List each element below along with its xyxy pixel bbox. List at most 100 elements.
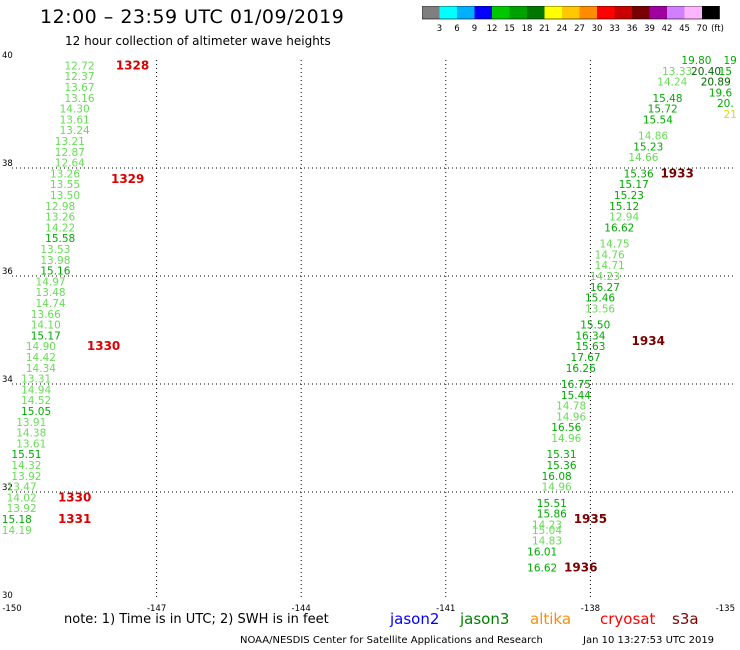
color-swatch [614, 6, 632, 19]
pass-number-label: 1933 [660, 166, 693, 180]
swh-data-point: 15.44 [561, 390, 591, 402]
swh-data-point: 14.30 [60, 104, 90, 116]
timestamp-text: Jan 10 13:27:53 UTC 2019 [583, 635, 715, 646]
swh-data-point: 15.31 [546, 449, 576, 461]
color-swatch [492, 6, 510, 19]
x-tick-label: -138 [581, 604, 600, 614]
swh-data-point: 15.63 [575, 341, 605, 353]
color-scale-unit: (ft) [711, 24, 724, 34]
swh-data-point: 14.23 [590, 271, 620, 283]
color-scale-label: 33 [609, 24, 620, 34]
swh-data-point: 15.36 [624, 168, 654, 180]
swh-data-point: 14.10 [31, 320, 61, 332]
swh-data-point: 16.56 [551, 422, 581, 434]
swh-data-point: 13.16 [64, 93, 94, 105]
swh-data-point: 15.23 [614, 190, 644, 202]
swh-data-point: 13.56 [585, 303, 615, 315]
color-swatch [579, 6, 597, 19]
color-scale-legend: 3 6 9 12 15 18 21 24 27 30 33 36 39 42 45 70 (ft) [422, 6, 724, 34]
x-tick-label: -147 [147, 604, 166, 614]
pass-number-label: 1935 [574, 512, 607, 526]
swh-data-point: 13.50 [50, 190, 80, 202]
color-scale-label: 15 [504, 24, 515, 34]
color-scale-label: 24 [557, 24, 568, 34]
swh-data-point: 15.23 [633, 141, 663, 153]
swh-data-point: 16.08 [542, 471, 572, 483]
swh-data-point: 13.67 [64, 82, 94, 94]
swh-data-point: 15.54 [643, 114, 673, 126]
swh-data-point: 14.75 [599, 239, 629, 251]
swh-data-point: 19 [723, 55, 736, 67]
swh-data-point: 14.76 [595, 249, 625, 261]
color-scale-label: 6 [454, 24, 459, 34]
swh-data-point: 20.89 [701, 77, 731, 89]
swh-data-point: 14.96 [551, 433, 581, 445]
pass-number-label: 1330 [58, 490, 91, 504]
swh-data-point: 19.6 [709, 87, 733, 99]
color-swatch [439, 6, 457, 19]
pass-number-label: 1329 [111, 172, 144, 186]
y-tick-label: 40 [2, 51, 13, 61]
color-swatch [457, 6, 475, 19]
swh-data-point: 14.83 [532, 536, 562, 548]
legend-cryosat: cryosat [600, 610, 656, 628]
swh-data-point: 14.97 [36, 276, 66, 288]
color-swatch [527, 6, 545, 19]
swh-data-point: 15.51 [11, 449, 41, 461]
swh-data-point: 13.47 [7, 482, 37, 494]
swh-data-point: 12.87 [55, 147, 85, 159]
y-tick-label: 38 [2, 159, 13, 169]
swh-data-point: 14.34 [26, 363, 56, 375]
swh-data-point: 19.80 [681, 55, 711, 67]
swh-data-point: 12.64 [55, 158, 85, 170]
swh-data-point: 14.02 [7, 492, 37, 504]
swh-data-point: 13.61 [60, 114, 90, 126]
color-scale-label: 42 [662, 24, 673, 34]
swh-data-point: 14.71 [595, 260, 625, 272]
swh-data-point: 13.92 [11, 471, 41, 483]
swh-data-point: 20. [717, 98, 734, 110]
x-tick-label: -144 [292, 604, 311, 614]
color-swatch [509, 6, 527, 19]
x-tick-label: -135 [716, 604, 735, 614]
swh-data-point: 15 [719, 66, 732, 78]
color-swatch [474, 6, 492, 19]
swh-data-point: 15.36 [546, 460, 576, 472]
swh-data-point: 15.50 [580, 320, 610, 332]
swh-data-point: 14.22 [45, 222, 75, 234]
swh-data-point: 14.52 [21, 395, 51, 407]
swh-data-point: 12.94 [609, 212, 639, 224]
color-scale-label: 39 [644, 24, 655, 34]
y-tick-label: 32 [2, 483, 13, 493]
swh-data-point: 12.37 [64, 71, 94, 83]
pass-number-label: 1328 [116, 58, 149, 72]
color-swatch [632, 6, 650, 19]
legend-altika: altika [530, 610, 572, 628]
color-swatch [597, 6, 615, 19]
swh-data-point: 12.72 [64, 60, 94, 72]
swh-data-point: 13.26 [45, 212, 75, 224]
color-scale-label: 70 [697, 24, 708, 34]
swh-data-point: 16.34 [575, 330, 605, 342]
swh-data-point: 16.27 [590, 282, 620, 294]
chart-subtitle: 12 hour collection of altimeter wave hei… [65, 34, 331, 48]
color-scale-label: 36 [627, 24, 638, 34]
swh-data-point: 16.62 [604, 222, 634, 234]
swh-data-point: 21 [723, 109, 736, 121]
y-tick-label: 34 [2, 375, 13, 385]
x-tick-label: -141 [436, 604, 455, 614]
swh-data-point: 13.53 [40, 244, 70, 256]
pass-number-label: 1330 [87, 339, 120, 353]
color-scale-label: 45 [679, 24, 690, 34]
swh-data-point: 15.18 [2, 514, 32, 526]
swh-data-point: 14.96 [556, 411, 586, 423]
swh-data-point: 13.48 [36, 287, 66, 299]
x-tick-label: -150 [2, 604, 21, 614]
swh-data-point: 15.05 [21, 406, 51, 418]
chart-title: 12:00 – 23:59 UTC 01/09/2019 [40, 6, 345, 28]
pass-number-label: 1936 [564, 561, 597, 575]
swh-data-point: 16.75 [561, 379, 591, 391]
swh-data-point: 15.17 [619, 179, 649, 191]
swh-data-point: 13.55 [50, 179, 80, 191]
color-swatch [702, 6, 720, 19]
